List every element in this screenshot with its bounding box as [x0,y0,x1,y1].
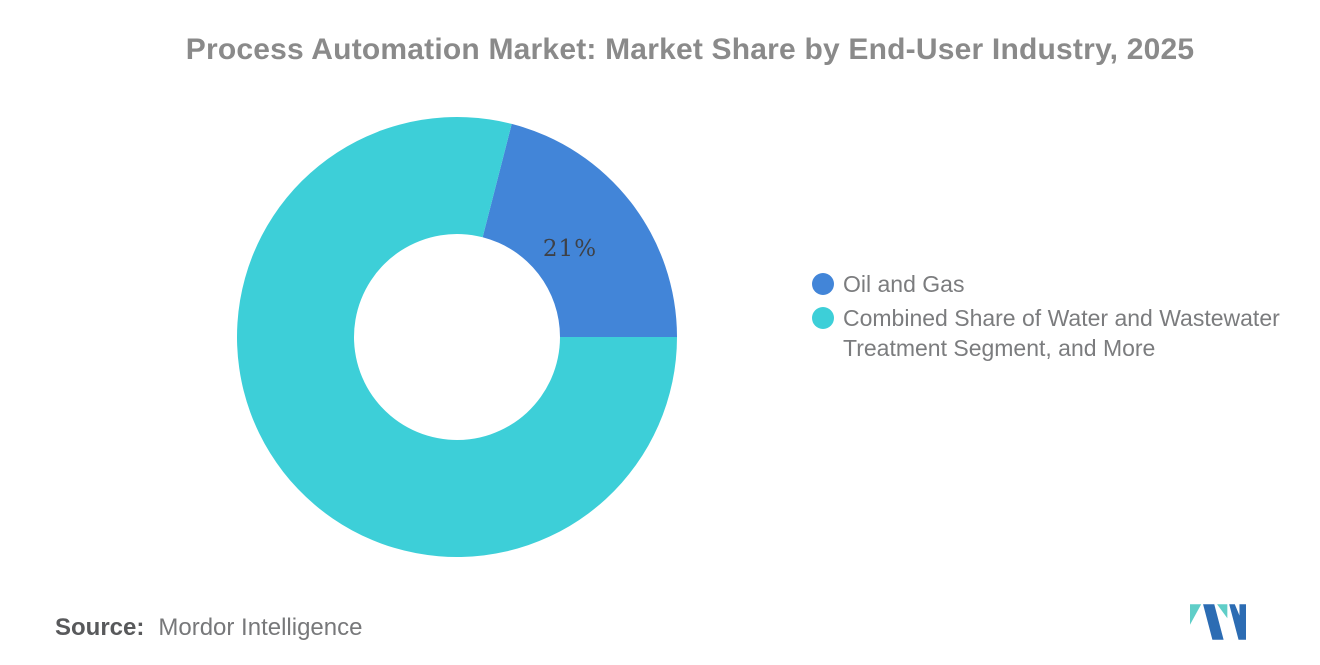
source-value: Mordor Intelligence [158,614,363,641]
donut-chart: 21% [227,107,687,567]
legend-label-oil-and-gas: Oil and Gas [843,269,964,299]
donut-svg [236,116,677,557]
logo-teal-triangle-left [1190,604,1202,625]
logo-blue-diagonal [1203,604,1224,640]
legend-label-line: Combined Share of Water and Wastewater [843,305,1280,331]
legend-item-oil-and-gas[interactable]: Oil and Gas [812,269,1280,299]
chart-title: Process Automation Market: Market Share … [185,33,1195,66]
donut-slice-oil-and-gas[interactable] [482,123,677,337]
mordor-intelligence-logo [1190,604,1246,640]
legend-marker-water-wastewater [812,307,834,329]
logo-blue-bar-right [1229,604,1246,640]
legend-item-water-wastewater[interactable]: Combined Share of Water and Wastewater T… [812,303,1280,363]
logo-teal-triangle-middle [1217,604,1228,619]
legend: Oil and Gas Combined Share of Water and … [812,269,1280,363]
donut-slice-combined-share-of-water-and-wastewater-treatment-segment-and-more[interactable] [236,116,677,557]
slice-label: 21% [542,236,598,263]
legend-marker-oil-and-gas [812,273,834,295]
legend-label-line: Treatment Segment, and More [843,335,1156,361]
legend-label-water-wastewater: Combined Share of Water and Wastewater T… [843,303,1280,363]
legend-label-line: Oil and Gas [843,271,965,297]
source-label: Source: [55,614,145,641]
source-line: Source: Mordor Intelligence [55,613,362,643]
